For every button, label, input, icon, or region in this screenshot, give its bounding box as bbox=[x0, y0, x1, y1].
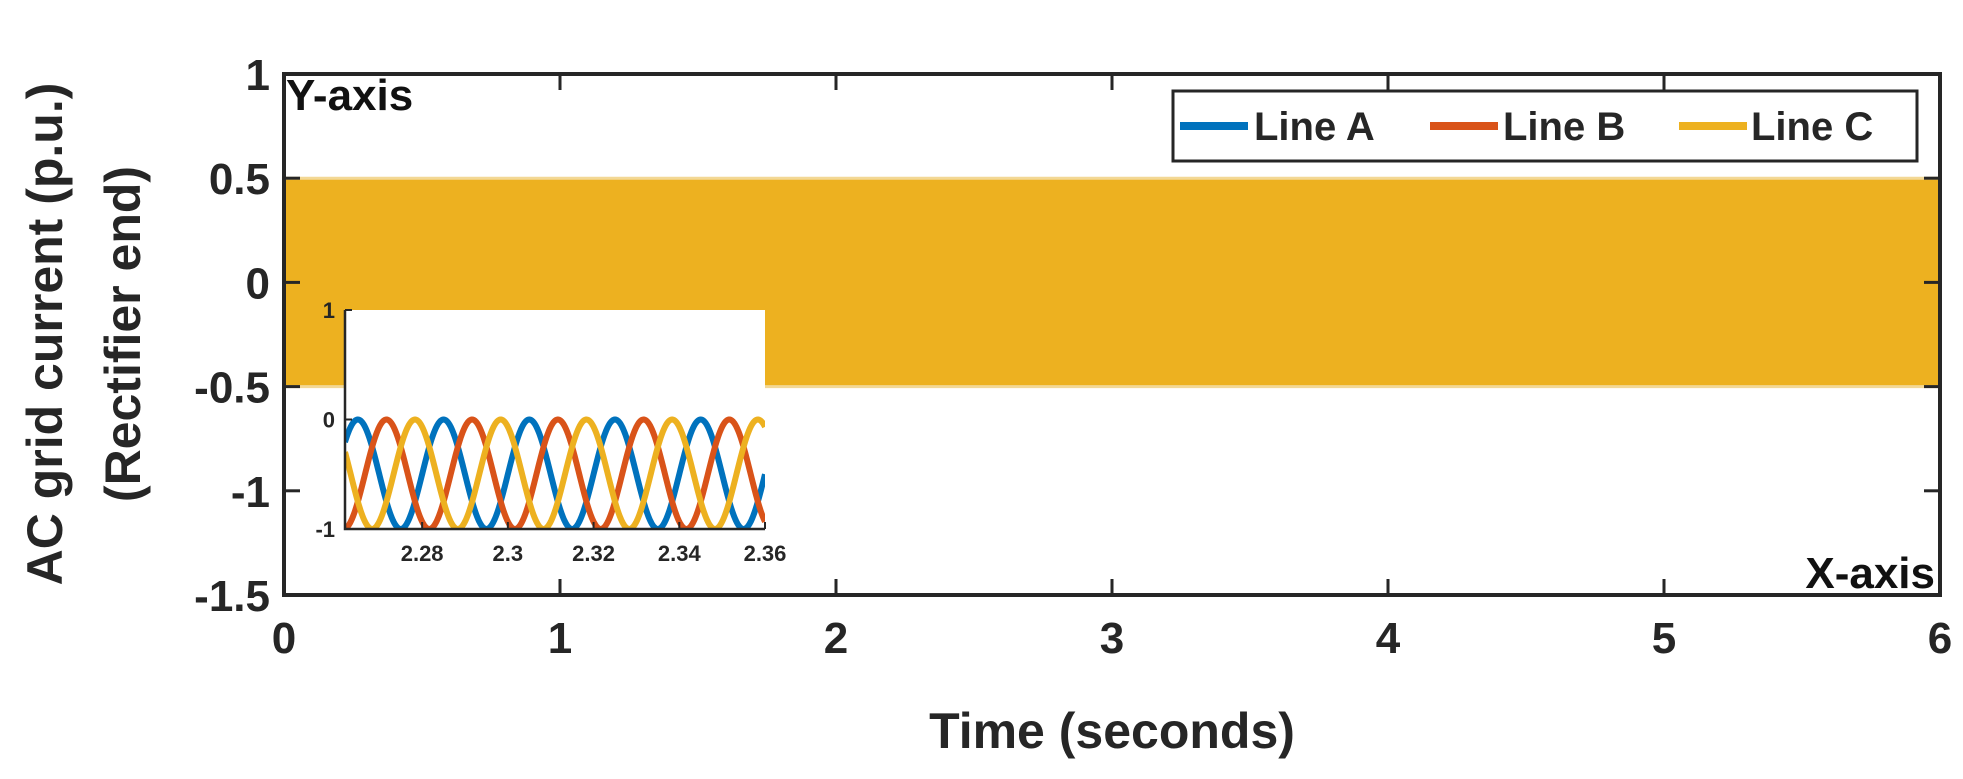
y-axis-title: AC grid current (p.u.) bbox=[17, 83, 73, 586]
y-tick-label: -1 bbox=[231, 468, 270, 517]
x-tick-label: 1 bbox=[548, 614, 572, 663]
x-tick-label: 2 bbox=[824, 614, 848, 663]
y-tick-label: 0 bbox=[246, 259, 270, 308]
y-tick-label: -1.5 bbox=[194, 572, 270, 621]
y-axis-title-second-line: (Rectifier end) bbox=[95, 166, 151, 502]
legend-label-line-b: Line B bbox=[1503, 105, 1625, 149]
x-corner-label: X-axis bbox=[1805, 549, 1935, 598]
x-tick-label: 0 bbox=[272, 614, 296, 663]
y-corner-label: Y-axis bbox=[286, 71, 413, 120]
inset-xtick-labels: 2.28 2.3 2.32 2.34 2.36 bbox=[401, 541, 787, 566]
inset-series bbox=[345, 416, 765, 529]
main-xtick-labels: 0 1 2 3 4 5 6 bbox=[272, 614, 1952, 663]
x-tick-label: 4 bbox=[1376, 614, 1401, 663]
legend-label-line-c: Line C bbox=[1751, 105, 1873, 149]
inset-x-tick-label: 2.28 bbox=[401, 541, 444, 566]
inset-y-tick-label: 1 bbox=[323, 298, 335, 323]
legend: Line A Line B Line C bbox=[1171, 89, 1919, 163]
inset-wave-line-c bbox=[345, 416, 765, 529]
y-tick-label: -0.5 bbox=[194, 364, 270, 413]
inset-ytick-labels: 1 0 -1 bbox=[315, 298, 335, 542]
legend-box bbox=[1171, 89, 1919, 163]
x-tick-label: 6 bbox=[1928, 614, 1952, 663]
inset-y-tick-label: 0 bbox=[323, 408, 335, 433]
inset-x-tick-label: 2.3 bbox=[493, 541, 524, 566]
x-axis-title: Time (seconds) bbox=[929, 703, 1295, 759]
inset-ticks bbox=[345, 309, 766, 530]
inset-wave-line-b bbox=[345, 416, 765, 529]
x-tick-label: 3 bbox=[1100, 614, 1124, 663]
inset-zoom: 2.28 2.3 2.32 2.34 2.36 1 0 -1 bbox=[315, 298, 786, 566]
inset-x-tick-label: 2.32 bbox=[572, 541, 615, 566]
y-tick-label: 1 bbox=[246, 51, 270, 100]
y-tick-label: 0.5 bbox=[209, 155, 270, 204]
legend-label-line-a: Line A bbox=[1254, 105, 1375, 149]
x-tick-label: 5 bbox=[1652, 614, 1676, 663]
main-ytick-labels: 1 0.5 0 -0.5 -1 -1.5 bbox=[194, 51, 270, 621]
inset-y-tick-label: -1 bbox=[315, 517, 335, 542]
inset-x-tick-label: 2.34 bbox=[658, 541, 702, 566]
main-ticks bbox=[282, 72, 1942, 597]
inset-x-tick-label: 2.36 bbox=[744, 541, 787, 566]
